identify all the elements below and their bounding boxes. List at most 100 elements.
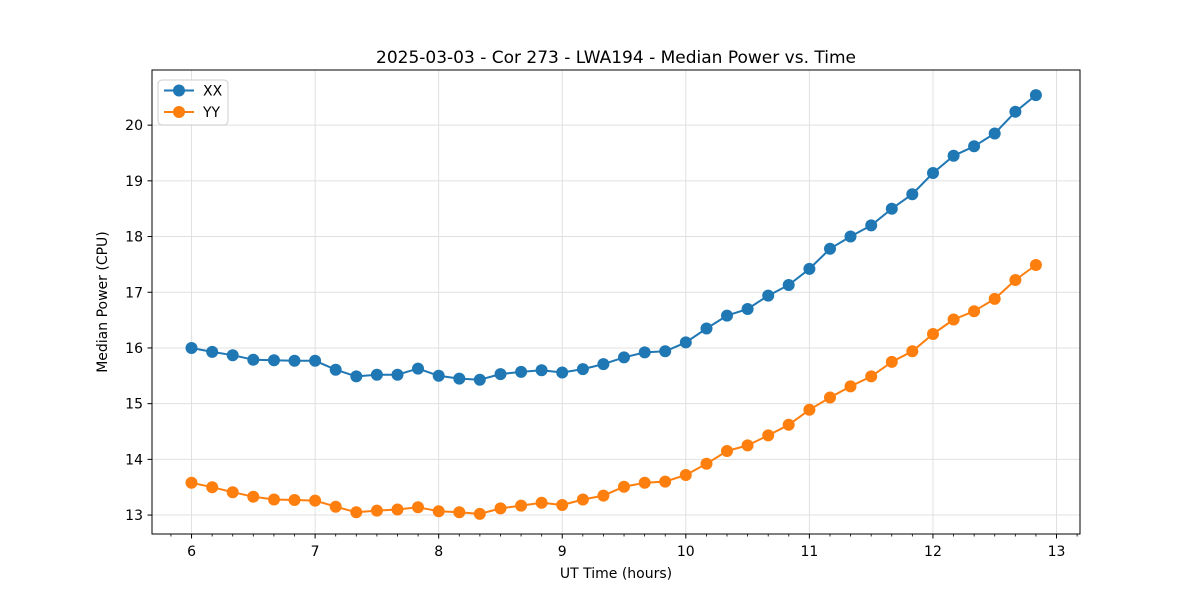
series-xx-marker — [1009, 105, 1022, 118]
series-xx-marker — [432, 369, 445, 382]
series-xx-marker — [618, 351, 630, 364]
series-xx-marker — [927, 167, 939, 179]
series-xx-marker — [679, 336, 692, 349]
y-tick-label: 18 — [125, 230, 143, 246]
series-yy-line — [191, 264, 1037, 515]
series-xx-marker — [659, 345, 672, 358]
series-xx-marker — [535, 364, 548, 377]
series-yy-marker — [762, 429, 775, 442]
x-tick-label: 10 — [677, 544, 695, 560]
series-yy-marker — [1009, 274, 1022, 286]
series-yy-marker — [885, 355, 898, 368]
series-yy-marker — [453, 506, 466, 519]
chart-title: 2025-03-03 - Cor 273 - LWA194 - Median P… — [376, 48, 856, 68]
series-xx-marker — [329, 363, 342, 376]
series-xx-marker — [597, 358, 610, 371]
series-xx-marker — [309, 354, 322, 367]
x-tick-label: 8 — [434, 544, 443, 560]
x-tick-label: 11 — [800, 544, 818, 560]
series-yy-marker — [412, 501, 424, 514]
series-yy-marker — [226, 486, 239, 499]
series-yy-marker — [309, 494, 322, 507]
y-tick-label: 15 — [125, 397, 143, 413]
series-yy-marker — [906, 345, 919, 358]
series-xx-marker — [226, 349, 239, 362]
series-yy-marker — [391, 503, 404, 516]
series-xx-marker — [968, 140, 981, 153]
series-yy-marker — [947, 313, 960, 326]
series-xx-marker — [803, 262, 816, 275]
legend-label-xx: XX — [203, 84, 223, 100]
x-tick-label: 12 — [924, 544, 942, 560]
series-yy-marker — [844, 380, 857, 393]
series-yy-marker — [535, 496, 548, 509]
legend: XX YY — [157, 79, 229, 126]
series-yy-marker — [638, 476, 651, 489]
series-yy-marker — [473, 507, 486, 520]
series-yy-marker — [618, 480, 630, 493]
y-tick-label: 20 — [125, 118, 143, 134]
series-yy-marker — [432, 505, 445, 518]
y-tick-label: 13 — [125, 508, 143, 524]
series-xx-marker — [556, 366, 569, 379]
legend-marker — [173, 106, 185, 118]
x-tick-label: 13 — [1048, 544, 1066, 560]
y-tick-label: 17 — [125, 285, 143, 301]
series-yy-marker — [268, 493, 280, 506]
series-yy-marker — [597, 489, 610, 502]
legend-marker — [173, 84, 185, 97]
series-yy-marker — [370, 504, 383, 517]
x-tick-label: 9 — [558, 544, 567, 560]
series-xx-marker — [824, 242, 836, 255]
series-yy-marker — [494, 502, 507, 515]
x-tick-label: 6 — [187, 544, 196, 560]
series-yy-marker — [556, 499, 569, 511]
series-xx-marker — [638, 346, 651, 359]
series-yy-marker — [927, 328, 939, 340]
y-axis-label: Median Power (CPU) — [95, 231, 111, 373]
series-xx-marker — [206, 345, 219, 358]
series-xx-marker — [906, 188, 919, 201]
series-xx-marker — [494, 368, 507, 381]
series-yy-marker — [679, 469, 692, 481]
y-tick-label: 19 — [125, 174, 143, 190]
series-xx-marker — [515, 365, 528, 378]
series-yy-marker — [741, 439, 754, 452]
series-xx-marker — [885, 202, 898, 215]
x-tick-label: 7 — [311, 544, 320, 560]
series-yy-marker — [721, 445, 733, 457]
series-xx-marker — [576, 363, 589, 376]
series-xx-marker — [947, 149, 960, 162]
series-yy-marker — [803, 403, 816, 416]
series-layer — [185, 89, 1042, 520]
series-xx-marker — [844, 230, 857, 243]
legend-label-yy: YY — [202, 105, 221, 121]
series-xx-marker — [453, 372, 466, 385]
plot-border — [151, 69, 1081, 535]
series-xx-marker — [288, 354, 301, 367]
series-xx-marker — [350, 370, 363, 383]
y-tick-label: 14 — [125, 452, 143, 468]
series-xx-marker — [185, 342, 198, 354]
series-yy-marker — [206, 481, 219, 494]
series-xx-marker — [391, 368, 404, 381]
series-xx-marker — [247, 353, 260, 366]
series-xx-marker — [370, 368, 383, 381]
x-axis-label: UT Time (hours) — [560, 566, 672, 582]
series-xx-marker — [865, 219, 878, 232]
series-yy-marker — [350, 506, 363, 519]
series-xx-marker — [473, 373, 486, 386]
series-xx-marker — [741, 303, 754, 315]
y-tick-label: 16 — [125, 341, 143, 357]
series-yy-marker — [576, 493, 589, 506]
series-xx-marker — [721, 309, 733, 322]
series-xx-marker — [988, 127, 1001, 140]
series-xx-marker — [782, 279, 795, 291]
series-yy-marker — [700, 457, 713, 470]
series-xx-marker — [700, 322, 713, 335]
series-xx-line — [191, 94, 1037, 381]
series-yy-marker — [288, 494, 301, 506]
series-yy-marker — [515, 499, 528, 512]
